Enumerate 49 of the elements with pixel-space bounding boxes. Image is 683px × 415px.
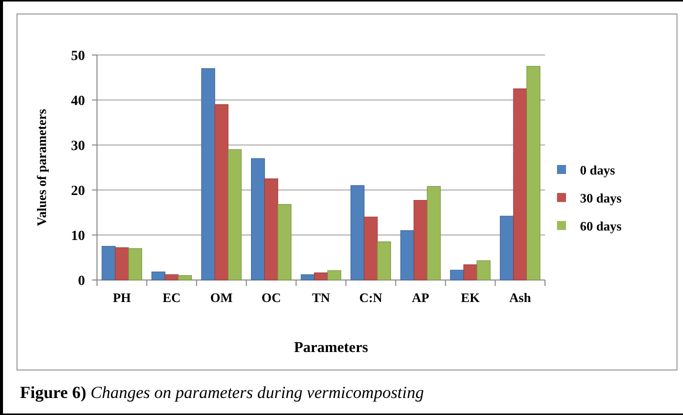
- x-tick-label: OC: [261, 290, 281, 305]
- y-tick-label: 20: [71, 184, 85, 199]
- bar: [228, 149, 242, 280]
- y-tick-label: 50: [71, 48, 85, 64]
- x-axis-title: Parameters: [294, 340, 368, 356]
- bar: [450, 270, 464, 280]
- bar: [251, 158, 265, 280]
- bar: [151, 272, 166, 280]
- bar: [414, 200, 428, 280]
- bar: [214, 104, 228, 280]
- caption: Figure 6): [20, 383, 86, 402]
- y-axis-title: Values of parameters: [34, 108, 49, 226]
- bar: [350, 185, 364, 280]
- bar: [300, 274, 315, 280]
- x-tick-label: PH: [112, 290, 131, 305]
- bar: [102, 246, 116, 280]
- x-tick-label: Ash: [509, 290, 532, 305]
- bar: [278, 204, 292, 280]
- legend-label: 30 days: [580, 190, 622, 206]
- bar: [463, 264, 478, 280]
- legend-label: 60 days: [580, 218, 622, 234]
- x-tick-label: AP: [412, 290, 430, 305]
- bar: [377, 241, 391, 280]
- x-tick-label: TN: [312, 290, 331, 305]
- x-tick-label: EK: [460, 290, 481, 305]
- x-tick-label: C:N: [359, 290, 383, 305]
- bar: [201, 68, 216, 280]
- bar: [128, 248, 142, 280]
- y-tick-label: 10: [71, 228, 85, 244]
- bar: [164, 274, 179, 280]
- bar: [426, 186, 441, 280]
- bar: [327, 270, 342, 280]
- text: Changes on parameters during vermicomposting: [86, 383, 424, 402]
- bar: [364, 216, 378, 280]
- bar: [476, 260, 491, 280]
- bar: [178, 275, 192, 280]
- bar: [500, 216, 514, 280]
- x-tick-label: OM: [210, 290, 233, 305]
- y-tick-label: 0: [78, 274, 85, 289]
- bar: [114, 247, 129, 280]
- bar: [314, 272, 328, 280]
- y-tick-label: 40: [71, 94, 85, 109]
- bar: [264, 178, 278, 280]
- x-tick-label: EC: [162, 290, 181, 305]
- bar: [513, 88, 528, 280]
- bar: [526, 66, 540, 280]
- bar: [400, 230, 414, 280]
- y-tick-label: 30: [71, 138, 85, 154]
- legend-label: 0 days: [580, 162, 616, 178]
